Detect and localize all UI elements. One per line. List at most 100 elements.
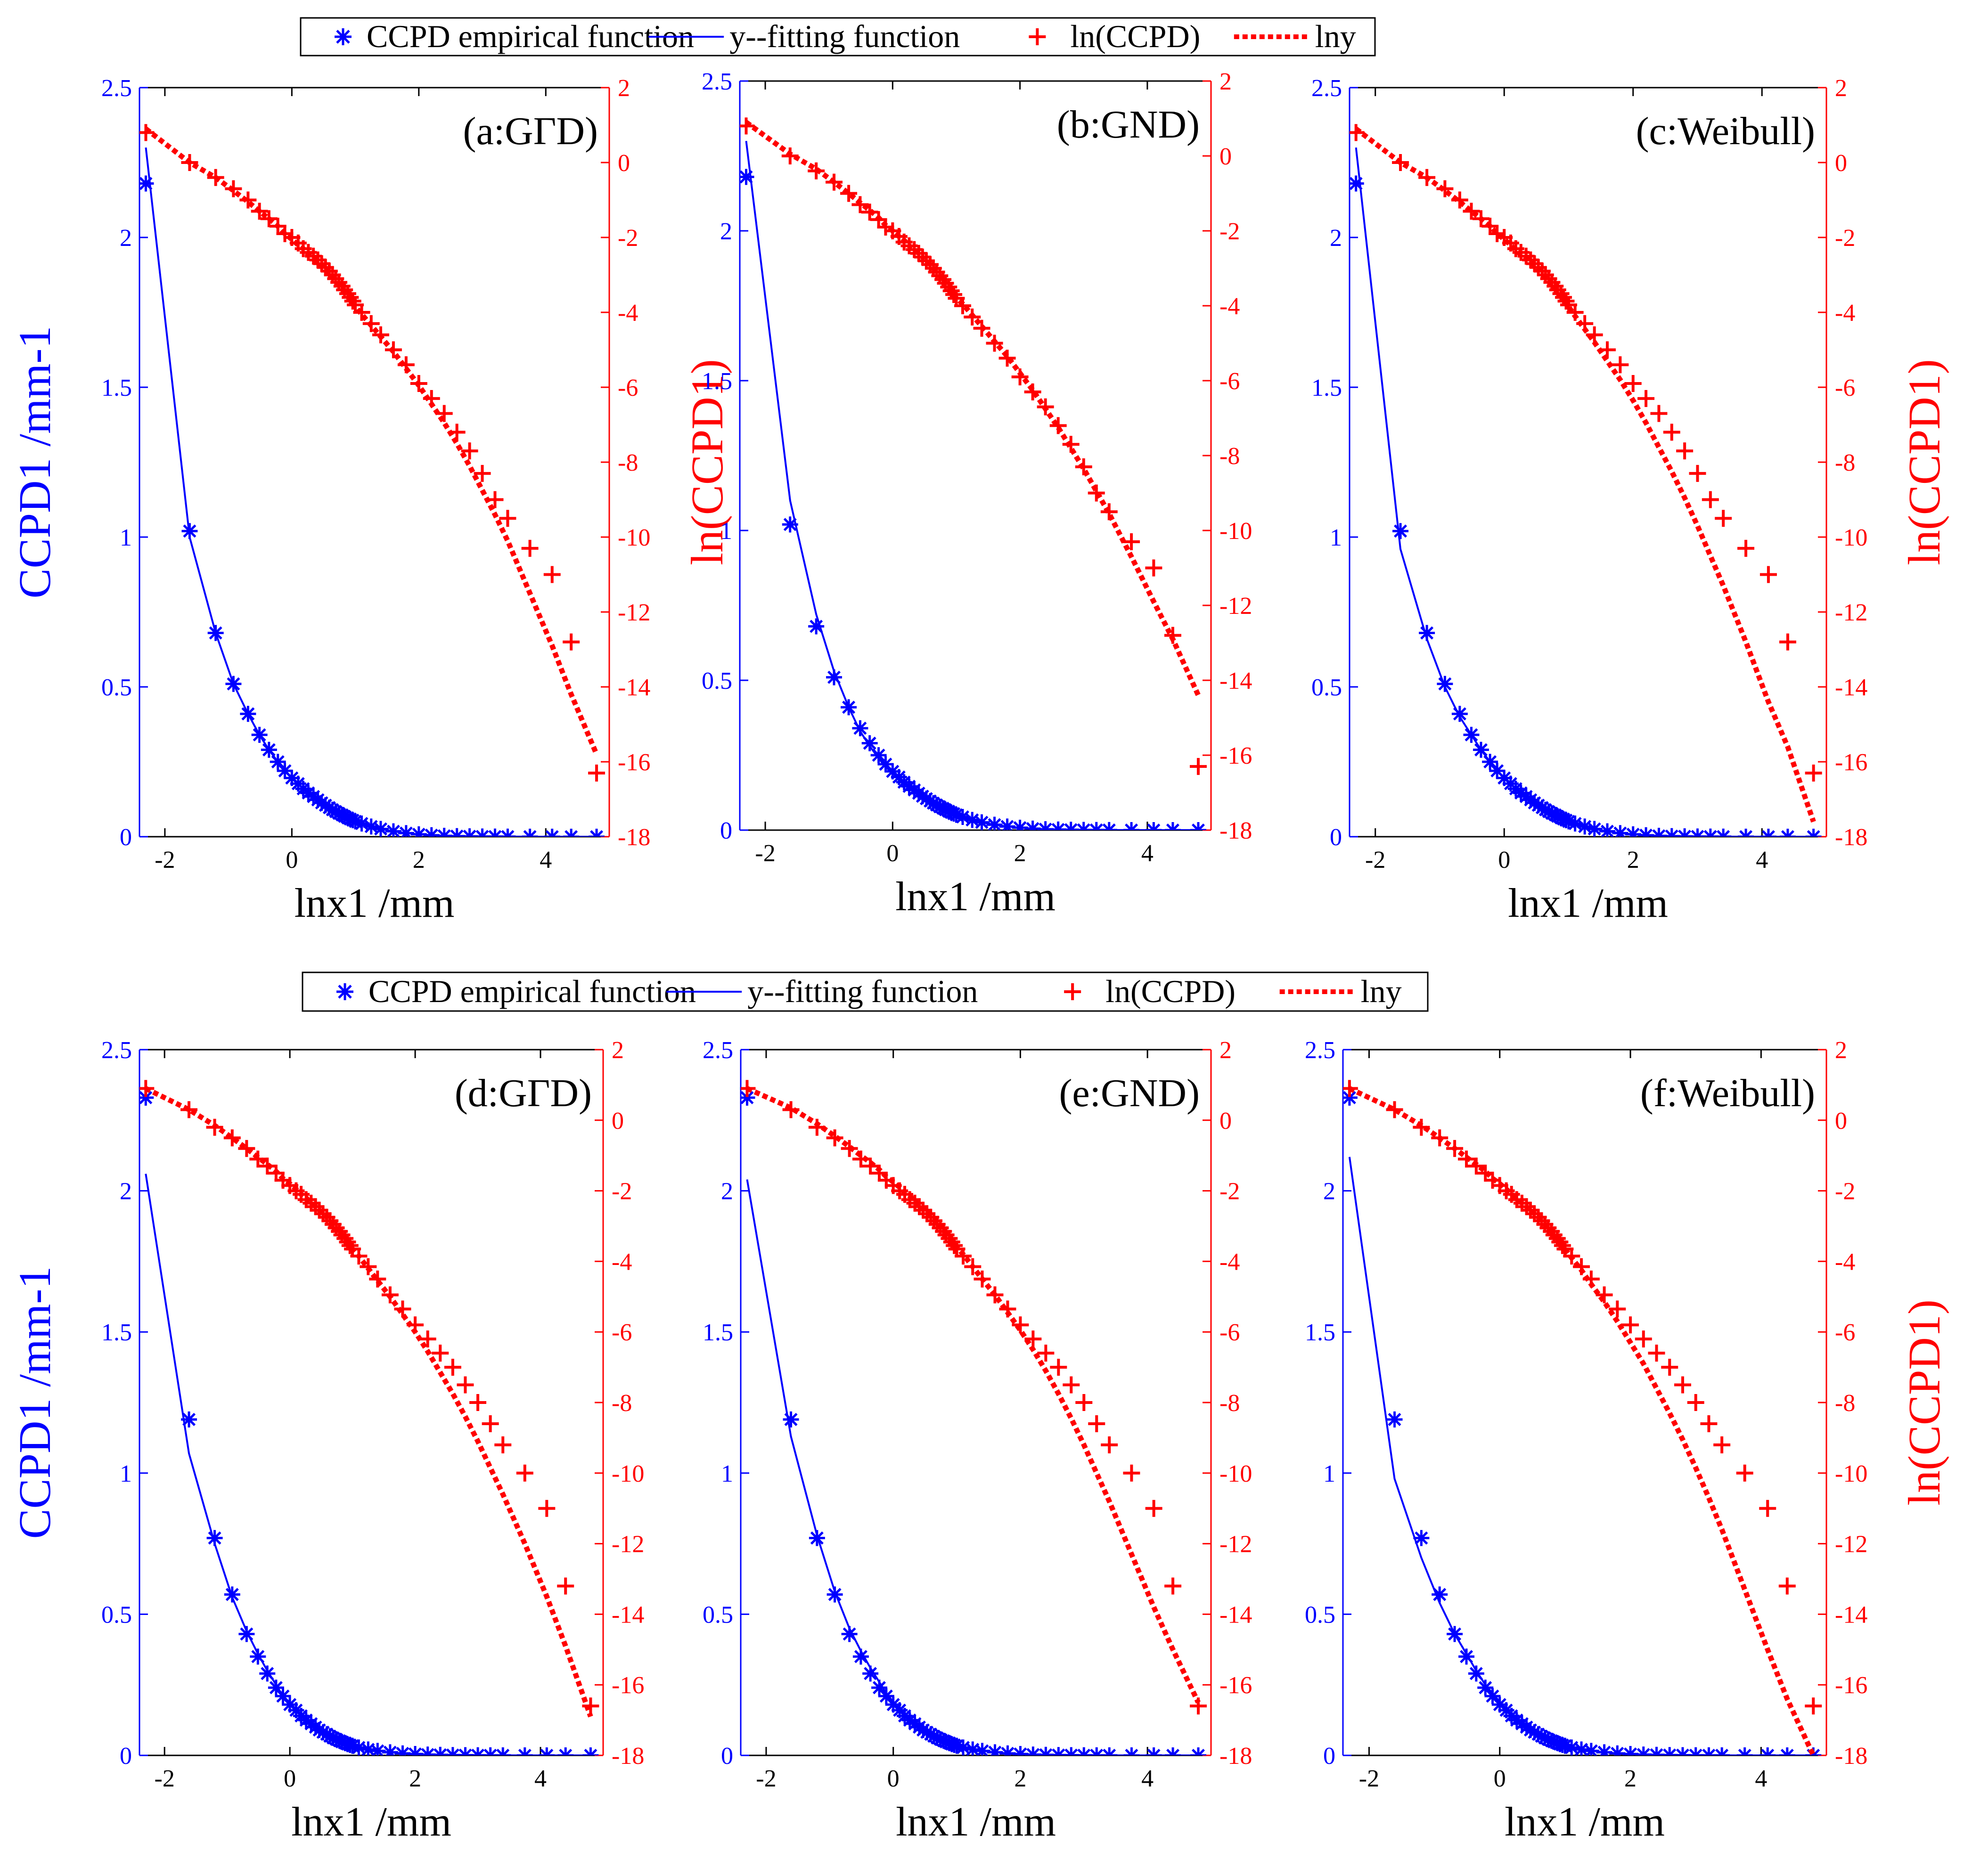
left-y-tick-label: 1 (1330, 524, 1342, 551)
x-tick-label: 0 (284, 1765, 296, 1792)
panel-f: -2 0 2 4 0 0.5 1 1.5 2 2.5 -18 -16 -14 -12 -10 -8 -6 -4 -2… (1305, 1037, 1949, 1845)
ln-empirical-point (432, 1345, 449, 1362)
ln-fitting-curve (144, 127, 599, 756)
x-tick-label: 0 (887, 1765, 900, 1792)
ln-empirical-point (499, 510, 516, 527)
right-y-tick-label: -2 (1835, 225, 1855, 252)
ln-empirical-point (1715, 510, 1732, 527)
ln-empirical-point (1586, 326, 1603, 343)
empirical-point (1451, 706, 1468, 722)
ln-empirical-point (955, 1248, 972, 1265)
right-y-tick-label: -8 (618, 449, 638, 476)
panel-e: -2 0 2 4 0 0.5 1 1.5 2 2.5 -18 -16 -14 -12 -10 -8 -6 -4 -2… (703, 1037, 1252, 1845)
ln-empirical-point (840, 185, 858, 202)
ln-fitting-curve (1354, 127, 1816, 823)
right-y-tick-label: -10 (618, 524, 650, 551)
left-y-tick-label: 0.5 (703, 1601, 733, 1628)
left-y-tick-label: 0 (120, 1743, 132, 1770)
legend-label: lny (1361, 973, 1402, 1009)
right-y-tick-label: 2 (1835, 75, 1847, 102)
right-y-tick-label: -18 (1835, 824, 1867, 851)
ln-empirical-point (469, 1394, 487, 1411)
fitting-curve (145, 147, 597, 837)
left-y-tick-label: 0 (721, 1743, 733, 1770)
left-y-tick-label: 1.5 (101, 375, 132, 401)
left-y-tick-label: 1.5 (702, 368, 732, 395)
right-y-tick-label: -18 (1219, 1743, 1252, 1770)
left-y-tick-label: 0 (720, 817, 732, 844)
ln-empirical-point (1737, 539, 1755, 557)
ln-empirical-point (740, 117, 755, 135)
x-tick-label: -2 (155, 1765, 175, 1792)
left-y-tick-label: 2.5 (101, 75, 132, 102)
empirical-point (1392, 523, 1409, 539)
ln-empirical-point (1123, 1464, 1140, 1482)
ln-empirical-point (1624, 375, 1642, 392)
right-y-tick-label: -6 (618, 375, 638, 401)
legend-label: CCPD empirical function (368, 973, 696, 1009)
panel-label: (a:GΓD) (463, 109, 598, 153)
x-tick-label: 2 (1014, 1765, 1026, 1792)
right-y-tick-label: -14 (612, 1601, 644, 1628)
right-y-tick-label: -18 (612, 1743, 644, 1770)
ln-empirical-point (1650, 405, 1668, 422)
left-y-tick-label: 1 (721, 1460, 733, 1487)
x-tick-label: -2 (755, 840, 775, 867)
right-y-tick-label: -8 (1219, 443, 1240, 470)
ln-empirical-point (1189, 758, 1207, 775)
ln-empirical-point (1648, 1345, 1665, 1362)
x-tick-label: 0 (286, 847, 298, 873)
right-y-tick-label: -18 (1219, 817, 1252, 844)
plot-area (740, 117, 1207, 830)
panel-a: -2 0 2 4 0 0.5 1 1.5 2 2.5 -18 -16 -14 -12 -10 -8 -6 -4 -2… (9, 75, 732, 926)
x-axis-label: lnx1 /mm (1508, 881, 1668, 926)
right-y-tick-label: -12 (1835, 599, 1867, 626)
right-y-tick-label: -12 (618, 599, 650, 626)
empirical-point (1437, 676, 1453, 692)
ln-empirical-point (910, 245, 927, 262)
x-tick-label: 4 (1141, 1765, 1154, 1792)
ln-fitting-curve (746, 1086, 1201, 1704)
x-tick-label: 0 (1498, 847, 1510, 873)
ln-fitting-curve (144, 1086, 593, 1718)
right-y-tick-label: 0 (1835, 1108, 1847, 1134)
left-y-tick-label: 1 (120, 1460, 132, 1487)
right-y-tick-label: 2 (618, 75, 630, 102)
right-y-tick-label: -12 (612, 1531, 644, 1558)
ln-empirical-point (1164, 1577, 1182, 1595)
left-y-tick-label: 0.5 (702, 668, 732, 694)
fitting-curve (746, 1179, 1198, 1755)
ln-empirical-point (1075, 1394, 1093, 1411)
right-y-tick-label: -10 (1835, 1460, 1867, 1487)
empirical-point (1458, 1648, 1475, 1665)
panel-label: (e:GND) (1059, 1071, 1200, 1115)
right-y-tick-label: -16 (612, 1672, 644, 1699)
ln-empirical-point (563, 633, 580, 651)
right-y-tick-label: -2 (1219, 218, 1240, 245)
left-y-tick-label: 0.5 (101, 1601, 132, 1628)
legend-top: CCPD empirical function y--fitting functi… (300, 17, 1376, 57)
left-y-tick-label: 0.5 (1305, 1601, 1335, 1628)
right-y-tick-label: 0 (612, 1108, 624, 1134)
x-tick-label: 2 (1624, 1765, 1637, 1792)
right-y-tick-label: -14 (1219, 668, 1252, 694)
right-y-tick-label: -10 (1835, 524, 1867, 551)
left-y-tick-label: 0 (1323, 1743, 1335, 1770)
panel-label: (b:GND) (1057, 103, 1200, 147)
x-tick-label: -2 (756, 1765, 776, 1792)
right-y-tick-label: -2 (618, 225, 638, 252)
right-y-tick-label: -4 (612, 1248, 632, 1275)
ln-empirical-point (1635, 1330, 1652, 1348)
right-y-axis-label: ln(CCPD1) (1899, 359, 1949, 565)
ln-empirical-point (1779, 633, 1796, 651)
plot-area (1350, 124, 1822, 837)
plot-area (139, 124, 606, 837)
right-y-tick-label: -8 (1835, 1390, 1855, 1417)
x-tick-label: 4 (534, 1765, 547, 1792)
right-y-tick-label: -2 (612, 1178, 632, 1205)
legend-label: CCPD empirical function (367, 18, 694, 54)
ln-empirical-point (516, 1464, 533, 1482)
left-y-tick-label: 1 (120, 524, 132, 551)
legend-label: y--fitting function (729, 18, 960, 54)
ln-empirical-point (1622, 1316, 1639, 1334)
